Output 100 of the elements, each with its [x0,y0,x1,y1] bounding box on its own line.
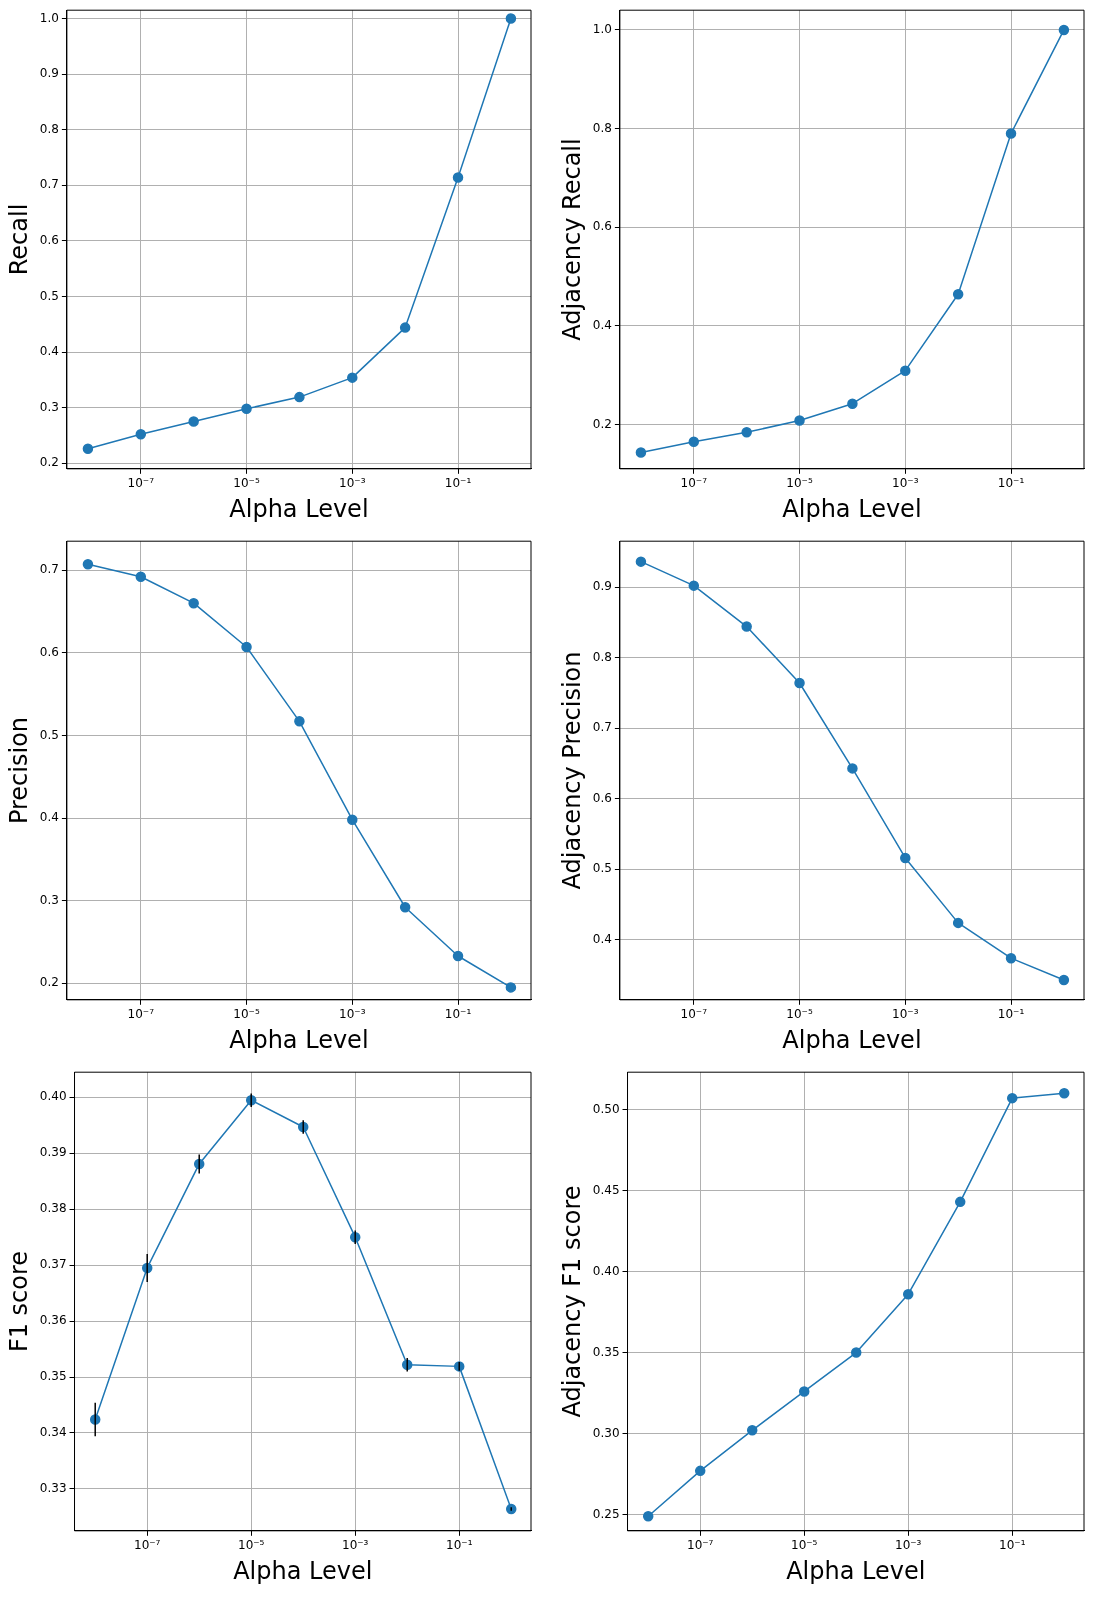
point [1005,128,1017,139]
point [902,1288,914,1300]
point [1058,974,1070,986]
y-tick-label: 0.5 [592,861,612,876]
y-tick-label: 1.0 [592,22,612,37]
x-axis-title: Alpha Level [229,1025,369,1054]
x-tick-label: 10⁻³ [895,1538,922,1553]
y-tick-label: 0.7 [39,177,59,192]
point [741,621,752,632]
point [741,427,752,438]
y-tick-label: 0.50 [592,1101,620,1116]
point [1006,1092,1018,1104]
point [82,559,94,570]
y-tick-label: 0.37 [39,1257,67,1272]
point [135,429,147,440]
x-axis-title: Alpha Level [229,494,369,523]
x-tick-label: 10⁻¹ [444,476,472,491]
x-tick-label: 10⁻⁷ [127,1007,155,1022]
point [505,982,517,993]
x-tick-label: 10⁻¹ [444,1007,472,1022]
y-tick-label: 0.7 [39,562,59,577]
x-axis-title: Alpha Level [782,1025,922,1054]
point [82,443,94,455]
x-tick-label: 10⁻¹ [999,1538,1026,1553]
y-tick-label: 0.6 [592,790,612,805]
point [1058,1088,1070,1099]
point [505,13,517,24]
x-tick-label: 10⁻⁵ [238,1538,265,1553]
point [399,322,411,333]
x-tick-label: 10⁻⁷ [680,476,708,491]
x-tick-label: 10⁻³ [339,476,366,491]
point [952,917,964,929]
y-tick-label: 0.5 [39,727,59,742]
point [850,1347,862,1358]
point [794,677,805,689]
x-tick-label: 10⁻¹ [997,1007,1025,1022]
y-axis-title: Adjacency Recall [557,138,586,341]
y-tick-label: 0.9 [39,66,59,81]
y-axis-title: Adjacency Precision [557,651,586,890]
y-tick-label: 0.9 [592,579,612,594]
point [847,763,858,774]
y-tick-label: 0.34 [39,1425,67,1440]
y-tick-label: 0.45 [592,1182,620,1197]
y-tick-label: 0.2 [592,416,612,431]
point [688,580,700,591]
point [635,556,647,567]
y-tick-label: 0.33 [39,1480,67,1495]
y-tick-label: 0.38 [39,1201,67,1216]
x-tick-label: 10⁻⁵ [786,476,813,491]
point [452,172,464,183]
point [241,641,252,653]
x-tick-label: 10⁻⁷ [687,1538,714,1553]
y-tick-label: 0.8 [592,649,612,664]
y-axis-title: Adjacency F1 score [557,1185,586,1418]
x-tick-label: 10⁻³ [892,1007,919,1022]
y-tick-label: 0.6 [592,219,612,234]
point [847,398,858,409]
x-tick-label: 10⁻¹ [997,476,1025,491]
y-tick-label: 0.3 [39,399,59,414]
y-tick-label: 0.36 [39,1313,67,1328]
y-axis-title: F1 score [4,1250,33,1353]
x-tick-label: 10⁻⁵ [233,1007,260,1022]
point [399,902,411,913]
y-tick-label: 0.40 [39,1089,67,1104]
y-tick-label: 0.8 [39,121,59,136]
point [135,571,147,582]
point [688,436,700,447]
x-axis-title: Alpha Level [786,1556,926,1585]
point [900,365,911,376]
point [642,1510,654,1522]
point [746,1425,758,1436]
point [347,372,358,383]
point [794,415,805,426]
x-tick-label: 10⁻¹ [446,1538,473,1553]
point [188,597,199,609]
point [1005,952,1017,964]
y-tick-label: 0.5 [39,288,59,303]
point [241,403,252,415]
point [347,814,358,825]
y-tick-label: 0.35 [592,1344,620,1359]
y-tick-label: 0.35 [39,1369,67,1384]
point [452,950,464,962]
x-tick-label: 10⁻³ [342,1538,369,1553]
point [954,1196,966,1208]
y-tick-label: 1.0 [39,10,59,25]
x-axis-title: Alpha Level [782,494,922,523]
y-tick-label: 0.4 [592,317,612,332]
point [294,716,305,727]
x-tick-label: 10⁻⁷ [134,1538,161,1553]
y-tick-label: 0.4 [39,810,59,825]
point [1058,24,1070,36]
y-tick-label: 0.39 [39,1145,67,1160]
y-tick-label: 0.4 [39,344,59,359]
y-tick-label: 0.7 [592,720,612,735]
y-tick-label: 0.8 [592,120,612,135]
y-tick-label: 0.30 [592,1425,620,1440]
y-tick-label: 0.40 [592,1263,620,1278]
y-tick-label: 0.2 [39,455,59,470]
y-tick-label: 0.4 [592,931,612,946]
x-tick-label: 10⁻³ [339,1007,366,1022]
